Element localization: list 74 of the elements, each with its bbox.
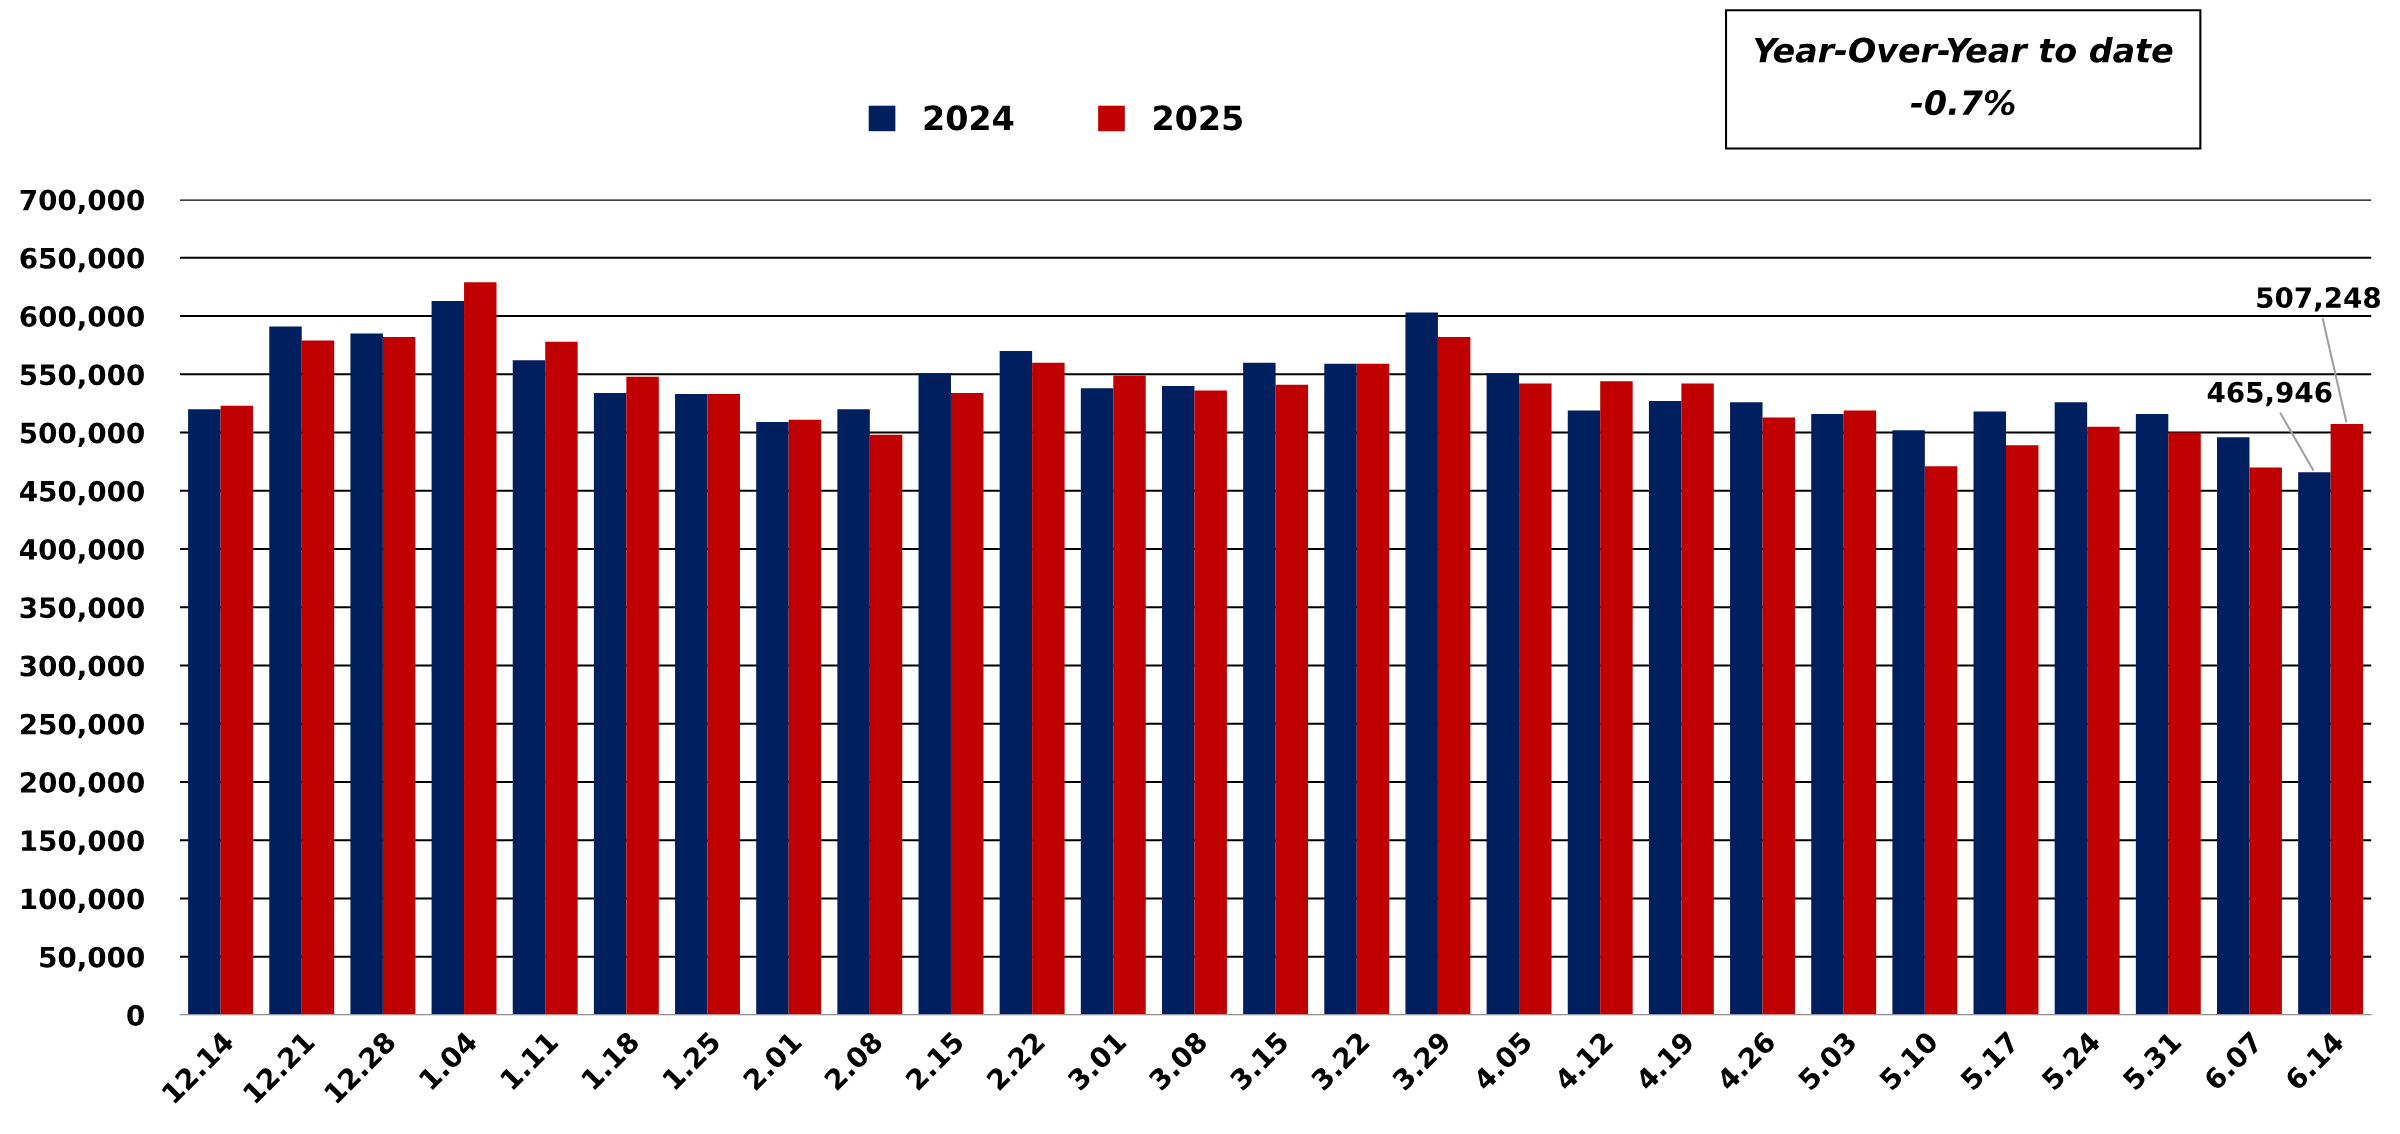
bar	[1161, 385, 1195, 1015]
y-tick-label: 50,000	[40, 946, 144, 972]
bar	[675, 394, 708, 1015]
bar	[1924, 466, 1958, 1015]
y-tick-label: 550,000	[20, 364, 144, 389]
legend-label: 2025	[1154, 105, 1242, 131]
bar	[1648, 401, 1682, 1015]
bar	[1567, 410, 1601, 1015]
legend-label: 2024	[924, 105, 1014, 131]
bar	[1811, 413, 1844, 1015]
y-tick-label: 600,000	[20, 306, 144, 331]
y-tick-label: 500,000	[20, 422, 144, 448]
y-tick-label: 400,000	[20, 538, 144, 564]
bar	[2298, 472, 2331, 1015]
bar	[1519, 383, 1552, 1015]
y-tick-label: 250,000	[20, 713, 144, 739]
bar	[1356, 363, 1390, 1015]
y-tick-label: 350,000	[20, 597, 144, 622]
bar	[220, 405, 254, 1015]
bar	[1243, 362, 1276, 1015]
bar	[2249, 467, 2282, 1015]
bar	[918, 373, 951, 1015]
y-tick-label: 100,000	[21, 888, 144, 913]
bar	[545, 341, 578, 1015]
data-label: 507,248	[2257, 287, 2380, 312]
bar	[707, 394, 740, 1015]
y-tick-label: 650,000	[20, 247, 144, 273]
bar	[350, 333, 383, 1015]
bar	[1681, 383, 1714, 1015]
bar	[756, 422, 789, 1015]
bar	[1032, 362, 1065, 1015]
bar	[837, 409, 870, 1015]
bar	[2168, 432, 2201, 1015]
bar	[382, 337, 416, 1015]
y-tick-label: 450,000	[20, 480, 144, 506]
bar	[301, 340, 335, 1015]
bar	[188, 409, 221, 1015]
bar	[2087, 426, 2120, 1015]
bar	[1892, 430, 1925, 1015]
y-tick-label: 150,000	[21, 830, 144, 855]
bar	[1600, 381, 1633, 1015]
bar	[2330, 424, 2364, 1015]
bar	[1843, 410, 1877, 1015]
bar	[464, 282, 497, 1015]
bar	[2054, 402, 2088, 1015]
data-label: 465,946	[2207, 381, 2332, 407]
y-tick-label: 300,000	[20, 655, 144, 680]
bar	[1324, 363, 1357, 1015]
bar	[869, 434, 903, 1015]
bar	[1973, 411, 2006, 1015]
bar	[1405, 312, 1438, 1015]
bar	[1113, 375, 1146, 1015]
y-tick-label: 200,000	[20, 771, 144, 797]
bar	[269, 326, 302, 1015]
bar	[1762, 417, 1795, 1015]
bar	[1275, 384, 1309, 1015]
bar	[593, 392, 627, 1015]
bar	[950, 392, 984, 1015]
text: Year-Over-Year to date -0.7%	[1754, 36, 2173, 116]
bar	[1437, 337, 1471, 1015]
bar	[512, 360, 546, 1015]
bar	[1194, 390, 1227, 1015]
bar	[2135, 413, 2169, 1015]
bar	[626, 376, 659, 1015]
bar	[2217, 437, 2250, 1015]
bar	[1486, 373, 1520, 1015]
y-tick-label: 700,000	[20, 189, 144, 215]
bar	[1730, 402, 1763, 1015]
bar	[2006, 445, 2039, 1015]
bar	[788, 419, 822, 1015]
y-tick-label: 0	[127, 1004, 144, 1026]
bar	[1080, 388, 1114, 1015]
bar	[999, 351, 1033, 1015]
bar	[431, 300, 465, 1015]
